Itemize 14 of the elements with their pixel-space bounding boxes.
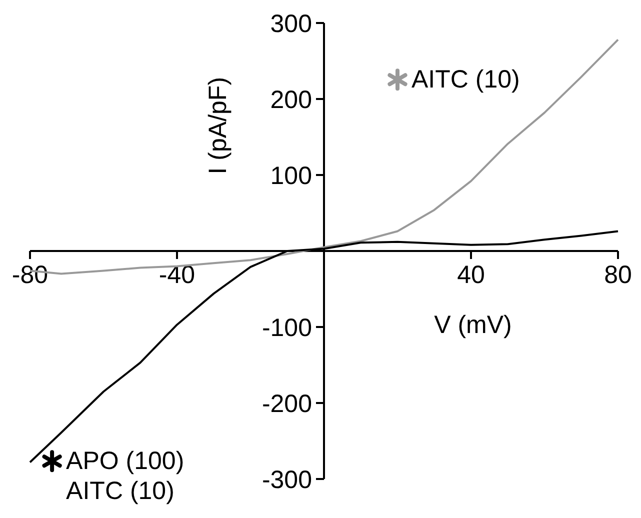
legend-label: AITC (10) — [412, 66, 520, 94]
y-tick-label: -300 — [262, 466, 312, 494]
y-tick-label: -100 — [262, 314, 312, 342]
y-tick-label: 100 — [270, 162, 312, 190]
x-tick-label: -80 — [12, 261, 48, 289]
x-tick-label: 40 — [457, 261, 485, 289]
x-tick-label: -40 — [158, 261, 196, 289]
x-tick-label: 80 — [604, 261, 632, 289]
y-tick-label: -200 — [262, 390, 312, 418]
y-axis-title: I (pA/pF) — [204, 76, 232, 174]
y-tick-label: 300 — [270, 10, 312, 38]
x-axis-title: V (mV) — [434, 311, 512, 339]
y-tick-label: 200 — [270, 86, 312, 114]
legend-label: APO (100) AITC (10) — [66, 447, 184, 506]
